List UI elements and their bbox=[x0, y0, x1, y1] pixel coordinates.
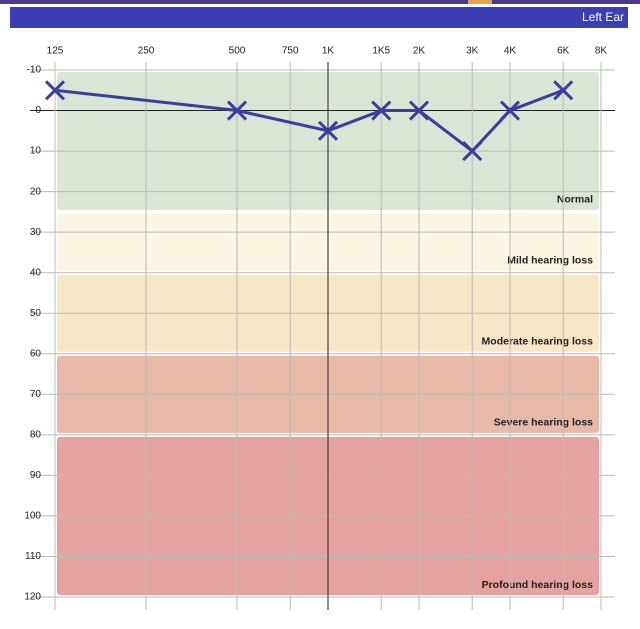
marker bbox=[553, 80, 574, 101]
y-tick-label: 50 bbox=[30, 308, 42, 319]
chart-title: Left Ear bbox=[582, 10, 624, 24]
y-tick-label: 100 bbox=[24, 511, 41, 522]
top-strip bbox=[0, 0, 640, 4]
y-tick-label: 60 bbox=[30, 348, 42, 359]
y-tick-label: 0 bbox=[35, 105, 41, 116]
x-tick-label: 500 bbox=[229, 46, 246, 57]
x-tick-label: 4K bbox=[504, 46, 517, 57]
marker bbox=[44, 80, 66, 101]
y-tick-label: 120 bbox=[24, 592, 41, 603]
marker bbox=[499, 100, 521, 121]
y-tick-label: 40 bbox=[30, 267, 42, 278]
band-label: Normal bbox=[557, 194, 593, 206]
x-tick-label: 8K bbox=[595, 46, 608, 57]
x-tick-label: 1K bbox=[322, 46, 335, 57]
header-bar bbox=[10, 7, 628, 28]
x-tick-label: 125 bbox=[47, 46, 64, 57]
y-tick-label: 90 bbox=[30, 470, 42, 481]
y-tick-label: 30 bbox=[30, 227, 42, 238]
y-tick-label: 10 bbox=[30, 146, 42, 157]
y-tick-label: 20 bbox=[30, 186, 42, 197]
marker bbox=[408, 100, 430, 121]
x-tick-label: 2K bbox=[413, 46, 426, 57]
x-tick-label: 1K5 bbox=[372, 46, 390, 57]
y-tick-label: -10 bbox=[27, 65, 42, 76]
band-label: Moderate hearing loss bbox=[482, 336, 594, 348]
x-tick-label: 750 bbox=[282, 46, 299, 57]
band-label: Profound hearing loss bbox=[482, 579, 594, 591]
marker bbox=[317, 120, 339, 141]
x-tick-label: 250 bbox=[138, 46, 155, 57]
y-tick-label: 70 bbox=[30, 389, 42, 400]
top-accent bbox=[468, 0, 492, 4]
band-label: Severe hearing loss bbox=[494, 417, 593, 429]
y-tick-label: 110 bbox=[25, 551, 41, 562]
y-tick-label: 80 bbox=[30, 429, 42, 440]
x-tick-label: 3K bbox=[466, 46, 479, 57]
marker bbox=[371, 100, 392, 121]
x-tick-label: 6K bbox=[557, 46, 570, 57]
marker bbox=[226, 100, 248, 121]
marker bbox=[462, 141, 483, 162]
band-label: Mild hearing loss bbox=[507, 254, 593, 266]
